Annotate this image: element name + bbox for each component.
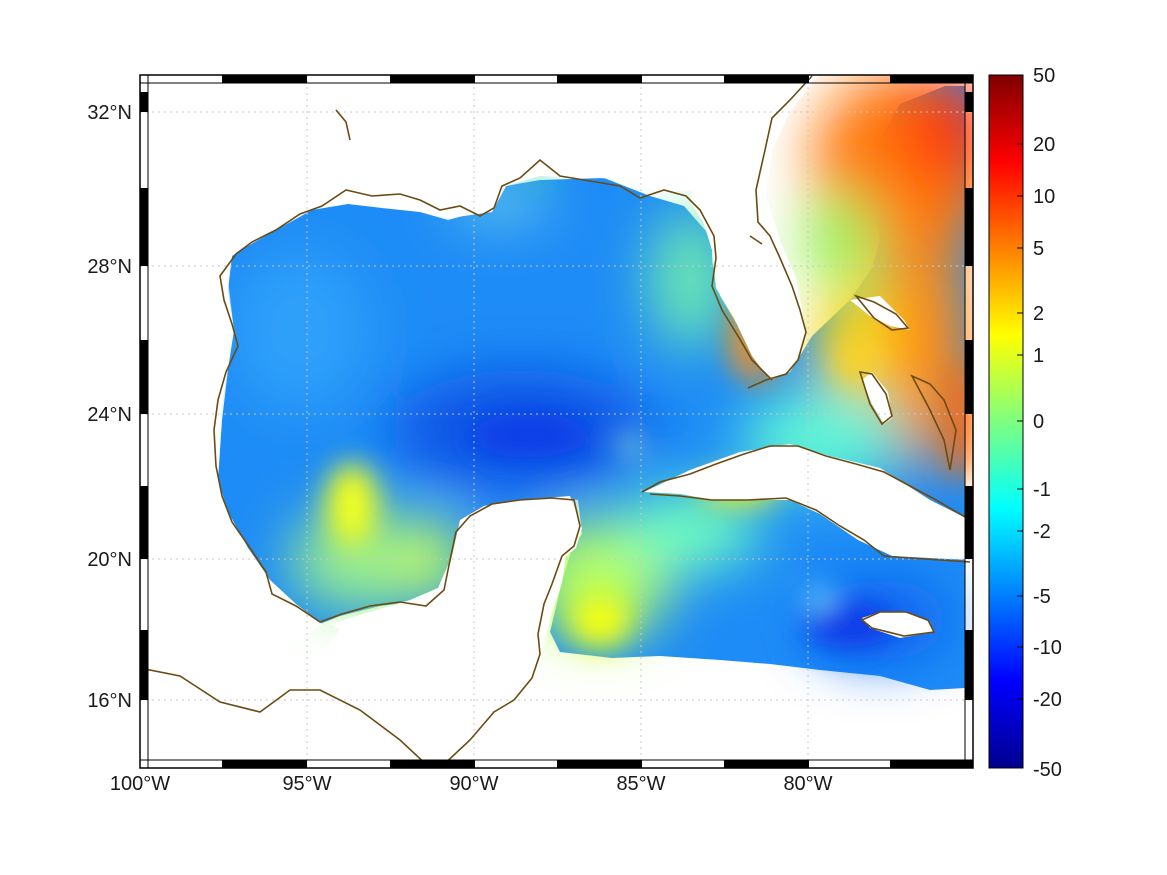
lat-label-16n: 16°N (87, 690, 132, 712)
colorbar-label-10: 10 (1033, 186, 1055, 208)
colorbar-label-5: 5 (1033, 238, 1044, 260)
gulf-field (218, 75, 973, 690)
lat-label-24n: 24°N (87, 404, 132, 426)
jamaica-land (862, 612, 934, 638)
west-land (140, 250, 322, 660)
colorbar-label-neg50: -50 (1033, 759, 1062, 781)
north-land (140, 75, 820, 256)
map-border-ticks (140, 75, 973, 768)
coastlines (140, 75, 971, 768)
lat-label-20n: 20°N (87, 549, 132, 571)
colorbar-label-neg1: -1 (1033, 479, 1051, 501)
lon-label-90w: 90°W (449, 773, 498, 795)
bahamas-land (850, 296, 910, 424)
colorbar-label-50: 50 (1033, 65, 1055, 87)
longitude-labels: 100°W 95°W 90°W 85°W 80°W (110, 773, 833, 795)
lat-label-28n: 28°N (87, 256, 132, 278)
lon-label-95w: 95°W (282, 773, 331, 795)
colorbar-label-1: 1 (1033, 345, 1044, 367)
lon-label-100w: 100°W (110, 773, 170, 795)
lon-label-85w: 85°W (616, 773, 665, 795)
colorbar-label-2: 2 (1033, 303, 1044, 325)
colorbar-label-neg5: -5 (1033, 586, 1051, 608)
colorbar-label-20: 20 (1033, 134, 1055, 156)
colorbar-label-neg20: -20 (1033, 689, 1062, 711)
lat-label-32n: 32°N (87, 102, 132, 124)
lon-label-80w: 80°W (783, 773, 832, 795)
colorbar-label-neg10: -10 (1033, 637, 1062, 659)
colorbar-labels: 50 20 10 5 2 1 0 -1 -2 -5 -10 -20 -50 (1033, 65, 1062, 781)
colorbar: 50 20 10 5 2 1 0 -1 -2 -5 -10 -20 -50 (988, 65, 1062, 781)
grid-lines (140, 75, 973, 768)
colorbar-label-neg2: -2 (1033, 521, 1051, 543)
field-shading (230, 75, 973, 660)
florida-land (690, 78, 812, 380)
data-field (140, 75, 973, 768)
latitude-labels: 32°N 28°N 24°N 20°N 16°N (87, 102, 132, 712)
colorbar-label-0: 0 (1033, 411, 1044, 433)
cuba-land (644, 444, 970, 560)
